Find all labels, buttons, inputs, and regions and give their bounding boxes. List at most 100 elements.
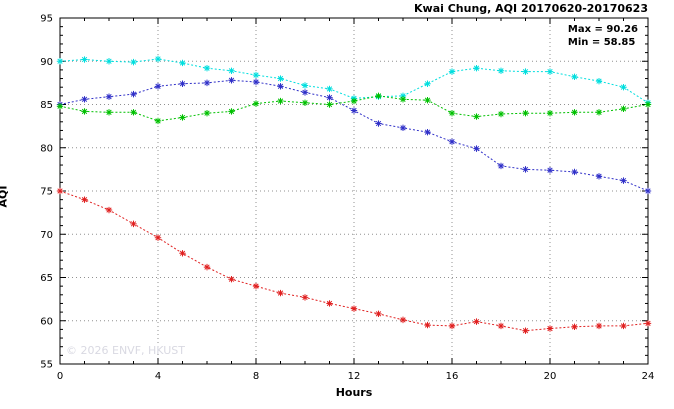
- data-point-marker-blue: [252, 78, 260, 86]
- data-point-marker-blue: [277, 83, 284, 90]
- data-point-marker-blue: [546, 167, 554, 174]
- data-point-marker-blue: [424, 128, 431, 136]
- data-point-marker-blue: [375, 120, 382, 127]
- data-point-marker-green: [424, 96, 431, 104]
- data-point-marker-cyan: [203, 64, 211, 72]
- data-point-marker-green: [203, 109, 211, 117]
- min-annotation: Min = 58.85: [567, 37, 636, 48]
- data-point-marker-cyan: [179, 59, 186, 67]
- y-tick-label: 55: [40, 360, 53, 371]
- data-point-marker-green: [154, 117, 162, 125]
- data-point-marker-red: [350, 305, 358, 312]
- data-point-marker-cyan: [497, 67, 505, 74]
- data-point-marker-green: [105, 109, 113, 116]
- data-point-marker-green: [326, 101, 333, 108]
- data-point-marker-blue: [154, 83, 162, 90]
- chart-title: Kwai Chung, AQI 20170620-20170623: [414, 2, 648, 15]
- data-point-marker-green: [252, 100, 260, 107]
- data-point-marker-cyan: [620, 84, 627, 91]
- data-point-marker-green: [179, 114, 186, 121]
- data-point-marker-red: [546, 325, 554, 332]
- data-point-marker-blue: [203, 79, 211, 87]
- data-point-marker-red: [473, 318, 480, 325]
- data-point-marker-cyan: [326, 85, 333, 93]
- data-point-marker-red: [179, 250, 186, 257]
- data-point-marker-green: [571, 109, 578, 116]
- data-point-marker-cyan: [595, 77, 603, 85]
- data-point-marker-cyan: [105, 58, 113, 65]
- data-point-marker-blue: [81, 96, 88, 103]
- data-point-marker-cyan: [228, 67, 235, 74]
- data-point-marker-red: [154, 234, 162, 241]
- x-tick-label: 8: [253, 371, 259, 382]
- data-point-marker-blue: [301, 89, 309, 96]
- data-point-marker-cyan: [56, 58, 64, 65]
- x-tick-label: 24: [642, 371, 655, 382]
- y-axis-label: AQI: [0, 185, 10, 208]
- data-point-marker-red: [620, 322, 627, 330]
- data-point-marker-cyan: [571, 73, 578, 81]
- data-point-marker-blue: [497, 162, 505, 170]
- data-point-marker-cyan: [522, 68, 529, 75]
- max-annotation: Max = 90.26: [567, 24, 638, 35]
- data-point-marker-cyan: [154, 55, 162, 63]
- data-point-marker-blue: [130, 90, 137, 98]
- y-tick-label: 70: [40, 230, 53, 241]
- data-point-marker-red: [277, 289, 284, 297]
- data-point-marker-cyan: [130, 58, 137, 66]
- x-axis-label: Hours: [335, 386, 373, 399]
- data-point-marker-red: [326, 300, 333, 307]
- data-point-marker-cyan: [301, 82, 309, 89]
- data-point-marker-blue: [105, 93, 113, 100]
- data-point-marker-cyan: [399, 92, 407, 100]
- data-point-marker-cyan: [424, 80, 431, 87]
- data-point-marker-red: [448, 322, 456, 330]
- data-point-marker-blue: [179, 80, 186, 87]
- y-tick-label: 95: [40, 14, 53, 25]
- data-point-marker-red: [130, 220, 137, 228]
- data-point-marker-green: [473, 113, 480, 120]
- data-point-marker-green: [228, 108, 235, 115]
- data-point-marker-red: [105, 206, 113, 214]
- data-point-marker-cyan: [473, 64, 480, 72]
- data-point-marker-green: [644, 101, 652, 108]
- x-tick-label: 0: [57, 371, 63, 382]
- data-point-marker-green: [56, 103, 64, 110]
- data-point-marker-blue: [620, 177, 627, 184]
- data-point-marker-blue: [644, 187, 652, 195]
- data-point-marker-green: [277, 97, 284, 105]
- data-point-marker-green: [350, 97, 358, 105]
- data-point-marker-blue: [595, 173, 603, 180]
- x-tick-label: 12: [348, 371, 361, 382]
- data-point-marker-blue: [326, 94, 333, 101]
- data-point-marker-blue: [473, 145, 480, 152]
- data-point-marker-green: [375, 92, 382, 100]
- data-point-marker-blue: [448, 138, 456, 145]
- y-tick-label: 65: [40, 273, 53, 284]
- data-point-marker-green: [546, 109, 554, 117]
- data-point-marker-green: [301, 99, 309, 106]
- data-point-marker-cyan: [81, 56, 88, 63]
- data-point-marker-red: [522, 327, 529, 334]
- data-point-marker-green: [595, 109, 603, 116]
- data-point-marker-red: [644, 320, 652, 327]
- data-point-marker-blue: [228, 77, 235, 84]
- data-point-marker-green: [448, 109, 456, 117]
- data-point-marker-green: [497, 110, 505, 118]
- data-point-marker-red: [375, 310, 382, 318]
- watermark: © 2026 ENVF, HKUST: [66, 344, 185, 357]
- data-point-marker-red: [81, 196, 88, 203]
- data-point-marker-red: [424, 321, 431, 329]
- data-point-marker-green: [81, 108, 88, 115]
- x-tick-label: 20: [544, 371, 557, 382]
- data-point-marker-cyan: [448, 68, 456, 75]
- data-point-marker-green: [399, 96, 407, 103]
- data-point-marker-cyan: [277, 75, 284, 82]
- data-point-marker-cyan: [252, 71, 260, 79]
- y-tick-label: 80: [40, 143, 53, 154]
- data-point-marker-red: [56, 187, 64, 195]
- y-tick-label: 75: [40, 187, 53, 198]
- data-point-marker-red: [252, 282, 260, 290]
